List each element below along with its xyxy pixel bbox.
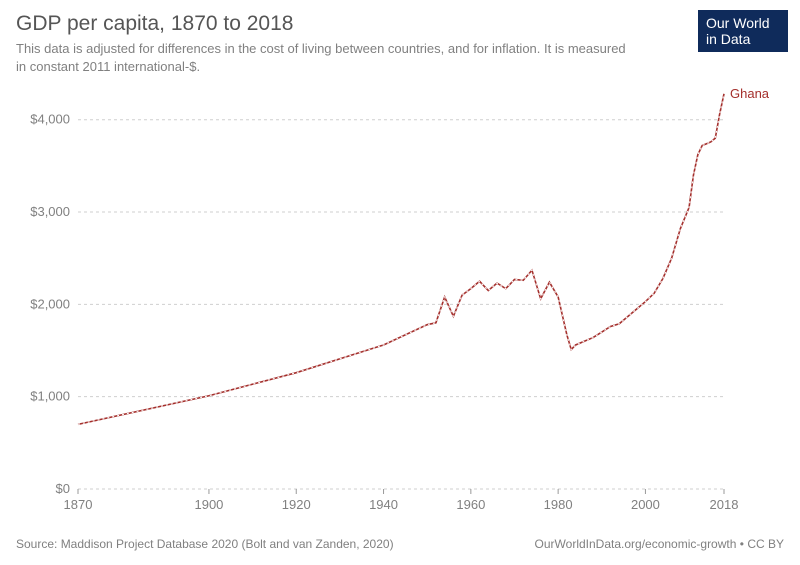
line-chart: $0 $1,000 $2,000 $3,000 $4,000 1870 1900 1920 19… bbox=[16, 80, 784, 517]
x-tick-label: 1960 bbox=[456, 497, 485, 512]
x-tick-label: 2000 bbox=[631, 497, 660, 512]
source-citation: Source: Maddison Project Database 2020 (… bbox=[16, 537, 394, 551]
series-line-ghana bbox=[78, 94, 724, 425]
x-tick-label: 1870 bbox=[64, 497, 93, 512]
logo-line-1: Our World bbox=[706, 15, 780, 31]
x-tick-label: 1900 bbox=[194, 497, 223, 512]
series-label-ghana: Ghana bbox=[730, 86, 770, 101]
x-tick-label: 1980 bbox=[544, 497, 573, 512]
owid-logo: Our World in Data bbox=[698, 10, 788, 52]
y-tick-label: $1,000 bbox=[30, 389, 70, 404]
x-tick-label: 1940 bbox=[369, 497, 398, 512]
logo-line-2: in Data bbox=[706, 31, 780, 47]
y-tick-label: $3,000 bbox=[30, 204, 70, 219]
chart-title: GDP per capita, 1870 to 2018 bbox=[16, 12, 784, 36]
source-link[interactable]: OurWorldInData.org/economic-growth bbox=[535, 537, 737, 551]
y-tick-label: $4,000 bbox=[30, 112, 70, 127]
license-label: CC BY bbox=[747, 537, 784, 551]
x-tick-label: 1920 bbox=[282, 497, 311, 512]
series-line-ghana-dash bbox=[78, 94, 724, 425]
chart-area: $0 $1,000 $2,000 $3,000 $4,000 1870 1900 1920 19… bbox=[16, 80, 784, 517]
y-tick-label: $0 bbox=[56, 481, 70, 496]
chart-subtitle: This data is adjusted for differences in… bbox=[16, 40, 636, 75]
footer-right: OurWorldInData.org/economic-growth • CC … bbox=[535, 537, 784, 551]
x-tick-label: 2018 bbox=[710, 497, 739, 512]
y-tick-label: $2,000 bbox=[30, 296, 70, 311]
